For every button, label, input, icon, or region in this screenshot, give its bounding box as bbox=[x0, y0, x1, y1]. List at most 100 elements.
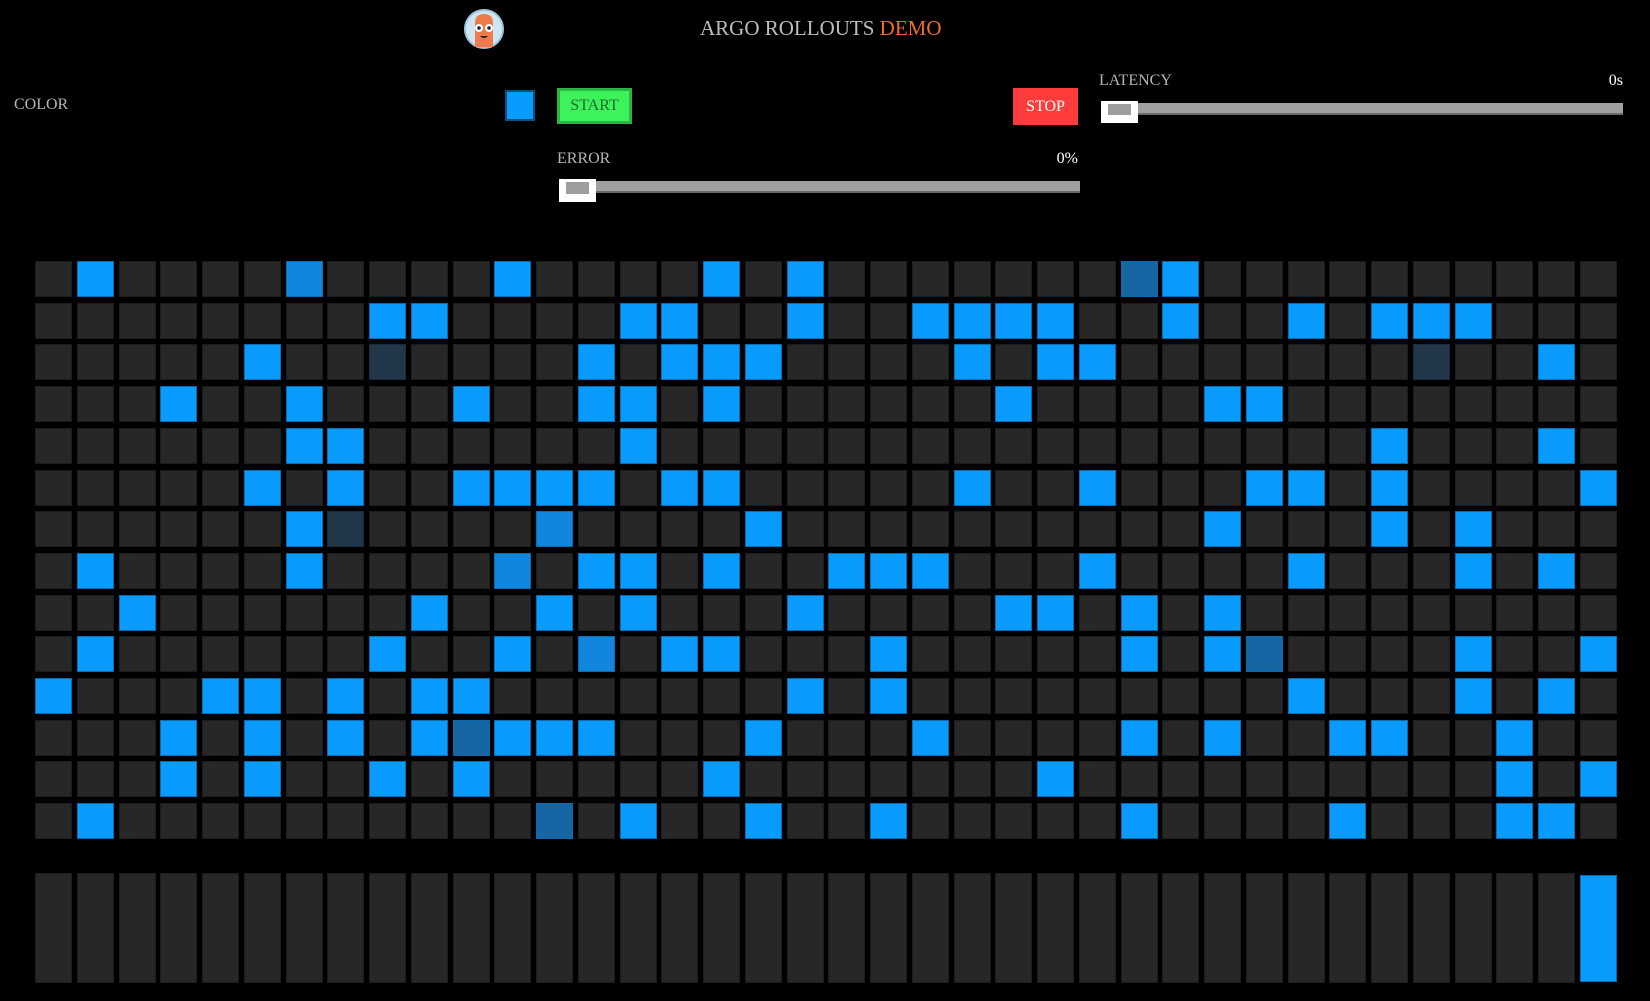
grid-cell bbox=[411, 678, 448, 714]
grid-cell bbox=[1455, 428, 1492, 464]
grid-cell bbox=[578, 303, 615, 339]
grid-cell bbox=[828, 553, 865, 589]
grid-cell bbox=[661, 511, 698, 547]
grid-cell bbox=[1288, 595, 1325, 631]
grid-cell bbox=[1079, 595, 1116, 631]
grid-cell bbox=[1162, 636, 1199, 672]
grid-cell bbox=[536, 636, 573, 672]
grid-cell bbox=[661, 386, 698, 422]
grid-cell bbox=[954, 470, 991, 506]
latency-thumb[interactable] bbox=[1101, 101, 1138, 123]
grid-cell bbox=[787, 386, 824, 422]
bar bbox=[1288, 873, 1325, 983]
grid-cell bbox=[327, 428, 364, 464]
grid-cell bbox=[870, 261, 907, 297]
grid-cell bbox=[369, 261, 406, 297]
grid-cell bbox=[1538, 386, 1575, 422]
grid-cell bbox=[160, 803, 197, 839]
grid-cell bbox=[244, 553, 281, 589]
grid-cell bbox=[745, 678, 782, 714]
grid-cell bbox=[1079, 720, 1116, 756]
grid-cell bbox=[1288, 470, 1325, 506]
grid-cell bbox=[1538, 595, 1575, 631]
grid-cell bbox=[119, 303, 156, 339]
grid-cell bbox=[1538, 303, 1575, 339]
grid-cell bbox=[954, 636, 991, 672]
grid-cell bbox=[1288, 803, 1325, 839]
grid-cell bbox=[620, 344, 657, 380]
bar bbox=[202, 873, 239, 983]
grid-cell bbox=[202, 511, 239, 547]
grid-cell bbox=[1162, 595, 1199, 631]
grid-cell bbox=[1121, 344, 1158, 380]
grid-cell bbox=[1246, 511, 1283, 547]
grid-cell bbox=[327, 553, 364, 589]
grid-cell bbox=[1288, 553, 1325, 589]
grid-cell bbox=[1246, 386, 1283, 422]
error-track[interactable] bbox=[559, 181, 1080, 193]
stop-button[interactable]: STOP bbox=[1013, 88, 1078, 125]
grid-cell bbox=[1455, 553, 1492, 589]
color-swatch[interactable] bbox=[505, 90, 535, 121]
grid-cell bbox=[1371, 344, 1408, 380]
grid-cell bbox=[745, 803, 782, 839]
grid-cell bbox=[369, 344, 406, 380]
bar bbox=[453, 873, 490, 983]
grid-cell bbox=[35, 803, 72, 839]
grid-cell bbox=[828, 511, 865, 547]
grid-cell bbox=[286, 470, 323, 506]
grid-cell bbox=[995, 636, 1032, 672]
grid-cell bbox=[536, 678, 573, 714]
bar bbox=[1371, 873, 1408, 983]
grid-cell bbox=[1121, 261, 1158, 297]
grid-cell bbox=[870, 511, 907, 547]
grid-cell bbox=[787, 344, 824, 380]
grid-cell bbox=[620, 386, 657, 422]
grid-cell bbox=[77, 511, 114, 547]
grid-cell bbox=[661, 344, 698, 380]
grid-cell bbox=[1413, 386, 1450, 422]
latency-track[interactable] bbox=[1101, 103, 1623, 115]
latency-slider[interactable] bbox=[1101, 101, 1623, 123]
grid-cell bbox=[912, 261, 949, 297]
grid-cell bbox=[661, 761, 698, 797]
start-button[interactable]: START bbox=[557, 88, 632, 124]
grid-cell bbox=[536, 428, 573, 464]
grid-cell bbox=[1455, 344, 1492, 380]
grid-cell bbox=[1121, 386, 1158, 422]
grid-cell bbox=[286, 428, 323, 464]
grid-cell bbox=[536, 511, 573, 547]
grid-cell bbox=[77, 303, 114, 339]
grid-cell bbox=[202, 636, 239, 672]
grid-cell bbox=[1538, 470, 1575, 506]
grid-cell bbox=[787, 636, 824, 672]
grid-cell bbox=[661, 553, 698, 589]
bar bbox=[35, 873, 72, 983]
grid-cell bbox=[995, 553, 1032, 589]
grid-cell bbox=[202, 344, 239, 380]
bar bbox=[1580, 875, 1617, 982]
grid-cell bbox=[1288, 428, 1325, 464]
grid-cell bbox=[369, 678, 406, 714]
grid-cell bbox=[536, 595, 573, 631]
grid-cell bbox=[1204, 428, 1241, 464]
grid-cell bbox=[286, 595, 323, 631]
grid-cell bbox=[1246, 303, 1283, 339]
grid-cell bbox=[35, 261, 72, 297]
grid-cell bbox=[870, 344, 907, 380]
grid-cell bbox=[1329, 344, 1366, 380]
grid-cell bbox=[1079, 803, 1116, 839]
grid-cell bbox=[1580, 511, 1617, 547]
grid-cell bbox=[995, 803, 1032, 839]
grid-cell bbox=[745, 344, 782, 380]
grid-cell bbox=[1121, 761, 1158, 797]
grid-cell bbox=[1580, 303, 1617, 339]
grid-cell bbox=[870, 678, 907, 714]
error-thumb[interactable] bbox=[559, 179, 596, 202]
grid-cell bbox=[578, 511, 615, 547]
grid-cell bbox=[77, 386, 114, 422]
grid-cell bbox=[995, 261, 1032, 297]
error-slider[interactable] bbox=[559, 179, 1080, 202]
grid-cell bbox=[1413, 470, 1450, 506]
grid-cell bbox=[787, 303, 824, 339]
